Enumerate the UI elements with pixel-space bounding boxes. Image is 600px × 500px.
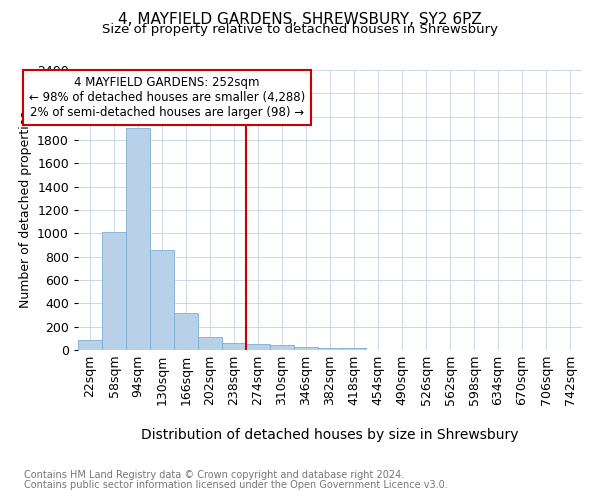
Y-axis label: Number of detached properties: Number of detached properties (19, 112, 32, 308)
Bar (318, 348, 342, 350)
Bar (150, 250, 174, 350)
Text: Contains public sector information licensed under the Open Government Licence v3: Contains public sector information licen… (24, 480, 448, 490)
Bar (294, 347, 318, 350)
Bar (270, 346, 294, 350)
Text: Distribution of detached houses by size in Shrewsbury: Distribution of detached houses by size … (141, 428, 519, 442)
Bar (222, 343, 246, 350)
Bar (198, 337, 222, 350)
Bar (78, 340, 102, 350)
Bar (126, 128, 150, 350)
Bar (342, 348, 366, 350)
Bar (246, 344, 270, 350)
Text: Contains HM Land Registry data © Crown copyright and database right 2024.: Contains HM Land Registry data © Crown c… (24, 470, 404, 480)
Text: 4 MAYFIELD GARDENS: 252sqm
← 98% of detached houses are smaller (4,288)
2% of se: 4 MAYFIELD GARDENS: 252sqm ← 98% of deta… (29, 76, 305, 119)
Text: 4, MAYFIELD GARDENS, SHREWSBURY, SY2 6PZ: 4, MAYFIELD GARDENS, SHREWSBURY, SY2 6PZ (118, 12, 482, 28)
Bar (102, 232, 126, 350)
Bar (174, 312, 198, 350)
Text: Size of property relative to detached houses in Shrewsbury: Size of property relative to detached ho… (102, 22, 498, 36)
